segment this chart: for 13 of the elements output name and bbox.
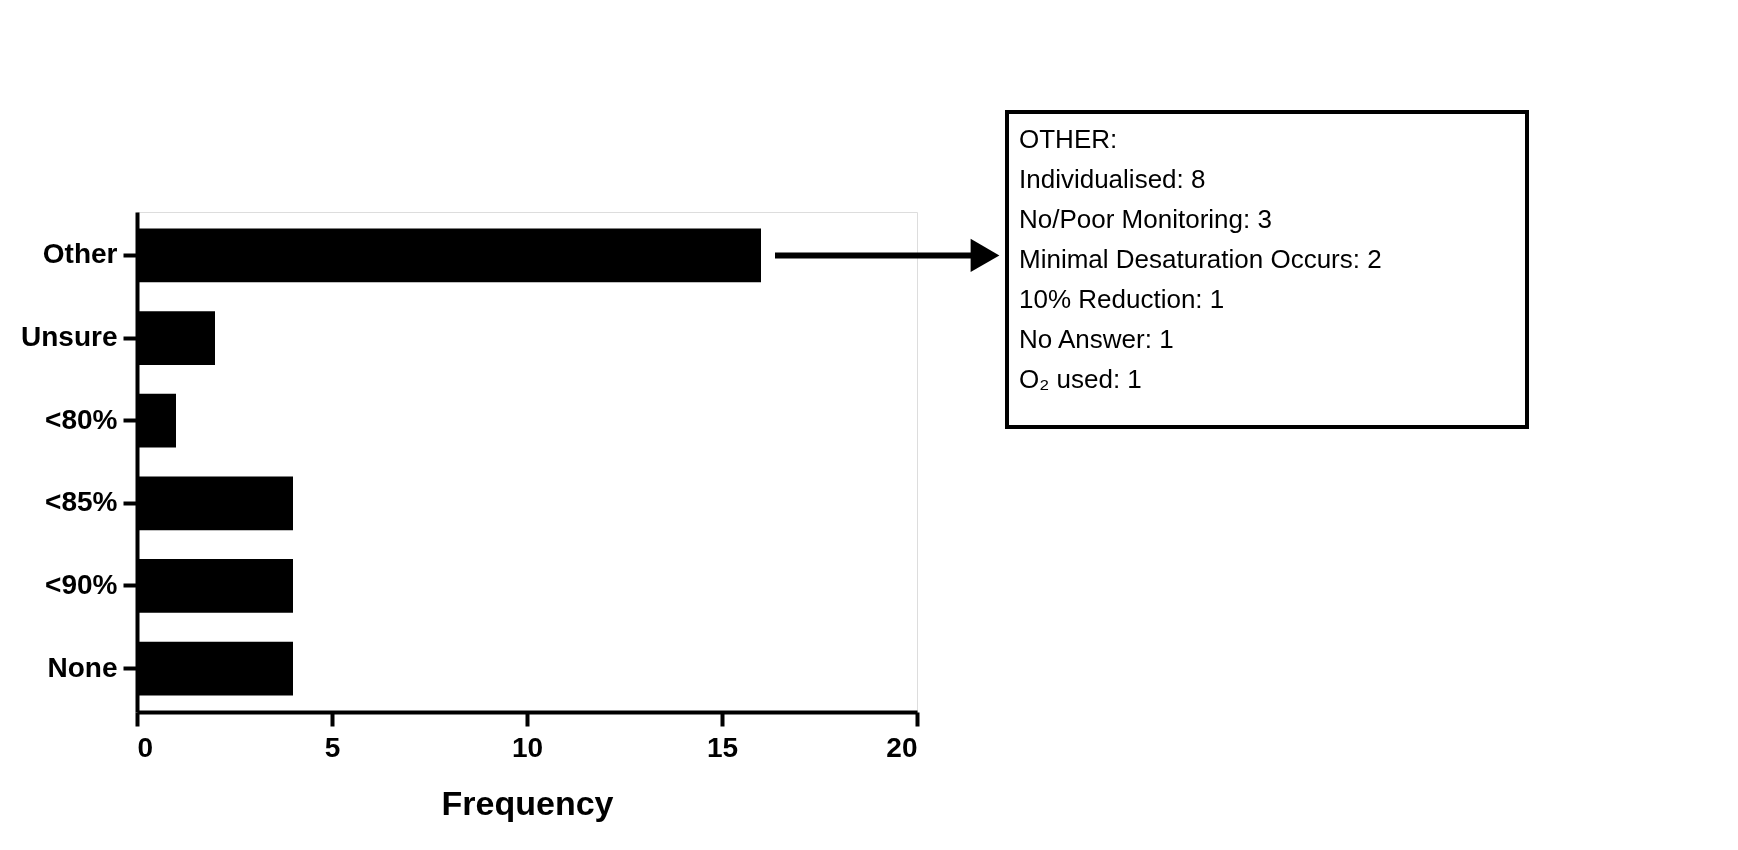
text: OTHER: Individualised: 8 No/Poor Monitoring: 3 Minimal Desaturation Occurs: 2 10% Reduction: 1 No Answer: 1 O₂ used: 1 <box>1019 124 1382 394</box>
y-tick-label: Unsure <box>21 321 118 353</box>
y-tick-label: <90% <box>45 568 118 600</box>
x-tick-label: 20 <box>886 731 918 763</box>
x-tick-label: 15 <box>706 731 739 763</box>
x-tick-label: 5 <box>324 731 341 763</box>
y-tick-label: None <box>47 651 118 683</box>
x-axis-title: Frequency <box>441 783 614 822</box>
y-tick-label: <85% <box>45 486 118 518</box>
x-tick-label: 0 <box>137 731 154 763</box>
y-tick-label: Other <box>42 238 118 270</box>
x-tick-label: 10 <box>511 731 544 763</box>
y-tick-label: <80% <box>45 403 118 435</box>
